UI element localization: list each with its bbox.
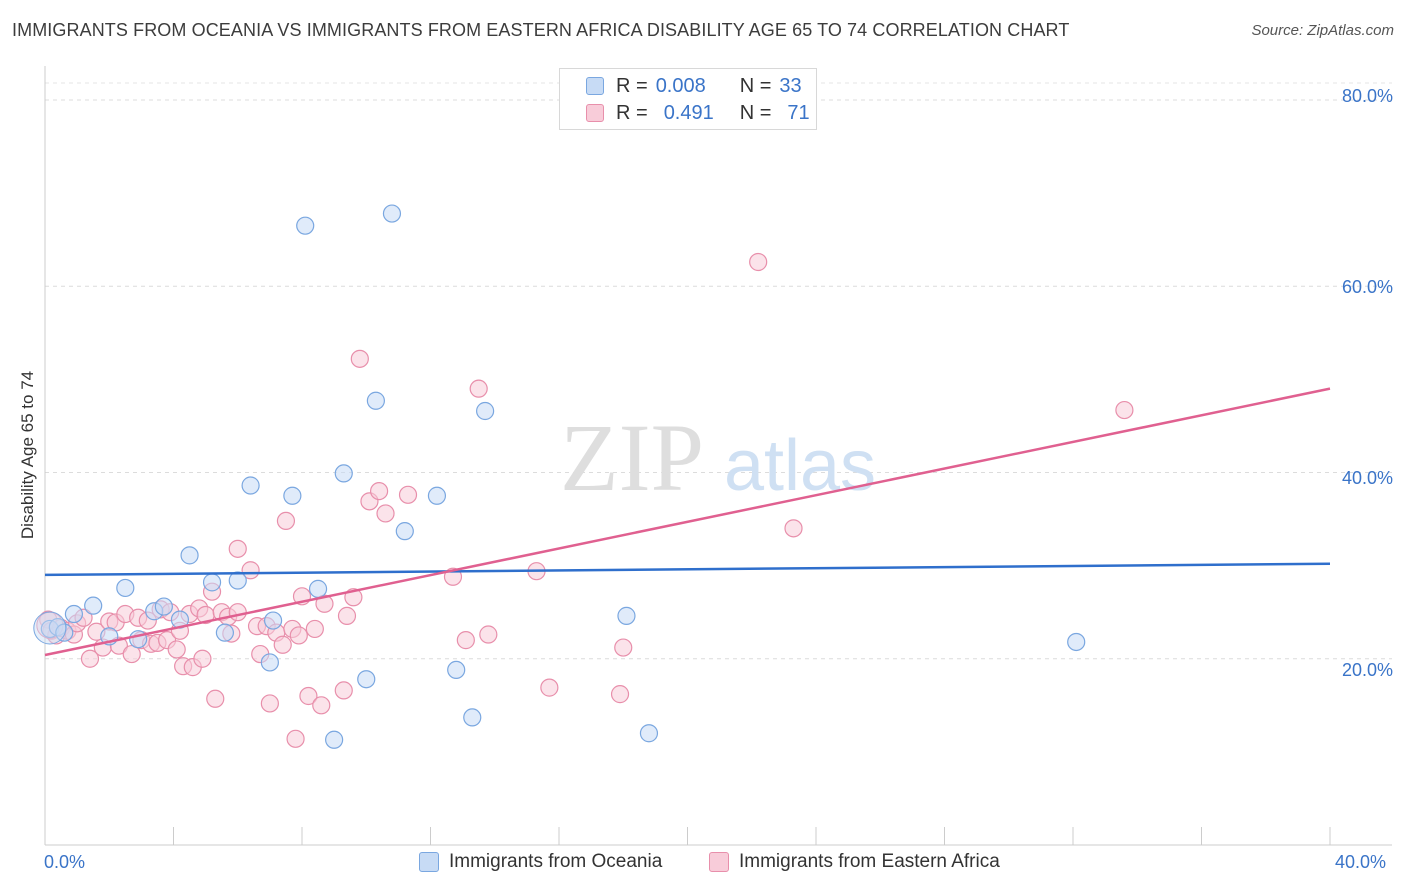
legend-label-oceania: Immigrants from Oceania	[449, 851, 663, 872]
oceania-point	[463, 708, 482, 727]
oceania-point	[263, 611, 283, 630]
eastern-africa-point	[350, 349, 369, 368]
x-tick-label-max: 40.0%	[1335, 852, 1387, 872]
watermark-atlas: atlas	[724, 426, 876, 506]
oceania-point	[617, 606, 636, 625]
n-label: N =	[739, 101, 772, 124]
eastern-africa-point	[610, 685, 630, 704]
oceania-point	[639, 724, 659, 743]
x-tick-label-min: 0.0%	[44, 852, 86, 872]
eastern-africa-point	[469, 379, 488, 398]
eastern-africa-point	[334, 681, 353, 700]
eastern-africa-point	[1115, 400, 1134, 420]
watermark: ZIP atlas	[560, 404, 876, 511]
oceania-point	[296, 216, 315, 235]
stats-legend: R = 0.008 N = 33 R = 0.491 N = 71	[559, 68, 817, 130]
eastern-africa-point	[206, 689, 225, 708]
oceania-legend-swatch	[419, 852, 439, 872]
oceania-point	[260, 653, 279, 672]
legend-item-eastern-africa[interactable]: Immigrants from Eastern Africa	[709, 851, 1000, 873]
eastern-africa-point	[337, 606, 357, 625]
eastern-africa-point	[273, 635, 292, 654]
r-value: 0.491	[663, 101, 714, 124]
oceania-point	[476, 401, 495, 421]
eastern-africa-point	[376, 504, 395, 523]
y-tick-label-80: 80.0%	[1341, 86, 1393, 106]
oceania-point	[366, 391, 385, 410]
source-credit: Source: ZipAtlas.com	[1251, 22, 1394, 39]
eastern-africa-point	[167, 640, 186, 659]
oceania-point	[55, 623, 74, 642]
eastern-africa-point	[80, 649, 100, 668]
legend-label-eastern-africa: Immigrants from Eastern Africa	[739, 851, 1000, 872]
oceania-point	[1067, 632, 1086, 652]
eastern-africa-point	[286, 729, 305, 748]
eastern-africa-point	[749, 252, 768, 272]
eastern-africa-point	[305, 619, 324, 639]
oceania-point	[395, 522, 414, 541]
eastern-africa-point	[312, 696, 331, 715]
r-label: R =	[616, 101, 648, 124]
eastern-africa-point	[479, 625, 498, 644]
eastern-africa-point	[276, 511, 296, 530]
eastern-africa-point	[228, 603, 247, 622]
eastern-africa-point	[241, 561, 260, 580]
stats-row-oceania: R = 0.008 N = 33	[586, 73, 802, 99]
eastern-africa-point	[398, 485, 418, 504]
oceania-point	[382, 204, 402, 223]
oceania-point	[180, 546, 199, 565]
oceania-swatch	[586, 77, 604, 95]
n-label: N =	[739, 74, 772, 97]
stats-row-eastern-africa: R = 0.491 N = 71	[586, 100, 810, 126]
eastern-africa-legend-swatch	[709, 852, 729, 872]
oceania-point	[283, 486, 302, 505]
y-tick-label-20: 20.0%	[1341, 660, 1393, 680]
chart-title: IMMIGRANTS FROM OCEANIA VS IMMIGRANTS FR…	[12, 20, 1070, 40]
r-label: R =	[616, 74, 648, 97]
r-value: 0.008	[655, 74, 706, 97]
n-value: 71	[787, 101, 810, 124]
series-legend: Immigrants from Oceania Immigrants from …	[0, 851, 1406, 877]
oceania-trend-line	[44, 562, 1331, 577]
legend-item-oceania[interactable]: Immigrants from Oceania	[419, 851, 662, 873]
oceania-point	[357, 670, 376, 689]
eastern-africa-point	[193, 649, 212, 668]
watermark-zip: ZIP	[560, 404, 704, 511]
eastern-africa-point	[299, 686, 318, 706]
eastern-africa-point	[289, 626, 308, 645]
eastern-africa-point	[784, 519, 803, 538]
oceania-point	[33, 611, 67, 645]
oceania-point	[308, 579, 328, 598]
oceania-point	[84, 596, 103, 615]
oceania-point	[241, 476, 260, 495]
series-oceania-points	[33, 204, 1086, 749]
oceania-point	[202, 573, 222, 592]
eastern-africa-swatch	[586, 104, 604, 122]
eastern-africa-trend-line	[44, 387, 1331, 657]
oceania-point	[325, 730, 344, 749]
oceania-point	[334, 464, 353, 483]
oceania-point	[215, 623, 234, 642]
axes	[44, 66, 1392, 846]
oceania-point	[64, 604, 84, 624]
eastern-africa-point	[614, 638, 633, 657]
eastern-africa-point	[456, 631, 475, 650]
oceania-point	[228, 571, 247, 590]
oceania-point	[447, 660, 466, 680]
oceania-point	[427, 486, 447, 505]
eastern-africa-point	[260, 694, 279, 713]
eastern-africa-point	[540, 678, 559, 697]
n-value: 33	[779, 74, 802, 97]
y-tick-label-40: 40.0%	[1341, 468, 1393, 488]
eastern-africa-point	[370, 481, 389, 501]
oceania-point	[116, 578, 135, 598]
eastern-africa-point	[228, 539, 247, 558]
trend-lines	[44, 387, 1331, 657]
oceania-point	[154, 597, 173, 616]
y-tick-label-60: 60.0%	[1341, 277, 1393, 297]
